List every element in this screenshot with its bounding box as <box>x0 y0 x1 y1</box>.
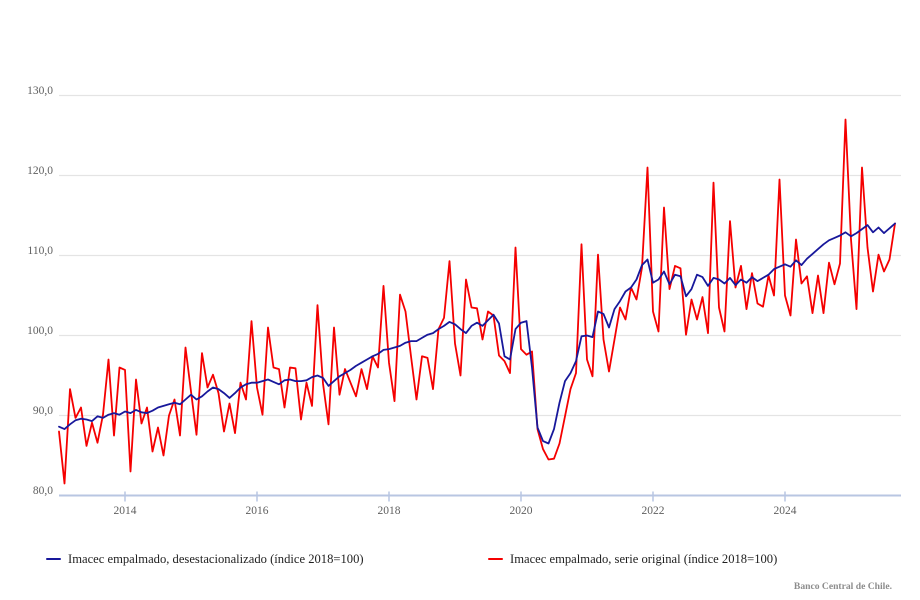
x-axis-label-2016: 2016 <box>246 505 269 517</box>
source-attribution: Banco Central de Chile. <box>793 581 892 592</box>
x-axis-label-2020: 2020 <box>510 505 533 517</box>
x-axis-label-2024: 2024 <box>774 505 797 517</box>
x-axis-label-2022: 2022 <box>642 505 665 517</box>
y-axis-label-100: 100,0 <box>27 325 53 337</box>
legend-label-desestacionalizado: Imacec empalmado, desestacionalizado (ín… <box>68 551 364 566</box>
y-axis-label-130: 130,0 <box>27 85 53 97</box>
legend-item-desestacionalizado: Imacec empalmado, desestacionalizado (ín… <box>46 550 364 568</box>
y-axis-label-90: 90,0 <box>33 405 53 417</box>
legend-label-original: Imacec empalmado, serie original (índice… <box>510 551 778 566</box>
legend-swatch-blue-icon <box>46 557 61 561</box>
y-axis-label-110: 110,0 <box>28 245 54 257</box>
legend-item-original: Imacec empalmado, serie original (índice… <box>488 550 777 568</box>
series-desestacionalizado-line <box>58 222 896 445</box>
y-axis-label-80: 80,0 <box>33 485 53 497</box>
x-axis-label-2018: 2018 <box>378 505 401 517</box>
series-original-line <box>58 118 896 485</box>
legend-swatch-red-icon <box>488 557 503 561</box>
x-axis-label-2014: 2014 <box>114 505 137 517</box>
y-axis-label-120: 120,0 <box>27 165 53 177</box>
